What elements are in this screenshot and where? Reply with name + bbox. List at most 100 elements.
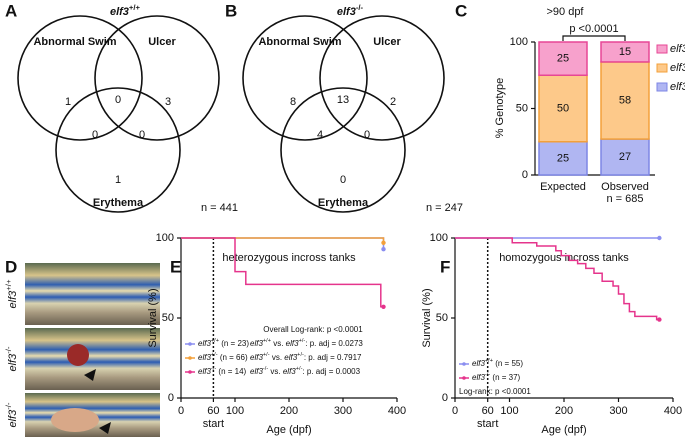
region-count: 13 <box>337 94 349 106</box>
set-label: Erythema <box>93 197 144 209</box>
y-axis-label: Survival (%) <box>421 288 433 347</box>
text-run: vs. <box>270 353 285 362</box>
rich-text: elf3+/+ vs. elf3+/-: p. adj = 0.0273 <box>250 338 363 348</box>
text-run: (n = 55) <box>493 359 523 368</box>
x-tick-label: 100 <box>500 405 518 417</box>
text-run: elf3 <box>198 353 211 362</box>
value-label: 50 <box>557 102 569 114</box>
x-tick-label: 300 <box>609 405 627 417</box>
text-run: vs. <box>268 367 283 376</box>
text-run: elf3 <box>670 81 685 93</box>
text-run: elf3 <box>283 367 296 376</box>
text-run: elf3 <box>250 367 263 376</box>
panel-label: A <box>5 1 17 20</box>
text-run: (n = 14) <box>216 367 246 376</box>
x-tick-label: Observed <box>601 181 649 193</box>
panel-label: E <box>170 257 181 276</box>
rich-text: elf3-/- <box>4 346 19 371</box>
chart-title: homozygous incross tanks <box>499 252 629 264</box>
survival-curve <box>181 237 384 308</box>
set-label: Ulcer <box>148 36 176 48</box>
set-label: Ulcer <box>373 36 401 48</box>
text-run: +/- <box>211 352 218 358</box>
x-tick-label: 300 <box>334 405 352 417</box>
text-run: +/+ <box>485 358 493 364</box>
text-run: : p. adj = 0.0003 <box>302 367 360 376</box>
panel-label: D <box>5 257 17 276</box>
text-run: elf3 <box>250 339 263 348</box>
rich-text: elf3+/+ <box>670 78 685 93</box>
set-label: Erythema <box>318 197 369 209</box>
rich-text: elf3+/- vs. elf3+/-: p. adj = 0.7917 <box>250 352 362 362</box>
text-run: elf3 <box>472 359 485 368</box>
text-run: -/- <box>263 366 268 372</box>
text-run: -/- <box>211 366 216 372</box>
venn-circle <box>242 15 368 141</box>
rich-text: elf3+/+ (n = 23) <box>198 338 249 348</box>
text-run: elf3 <box>7 353 19 372</box>
x-tick-label: 200 <box>280 405 298 417</box>
text-run: +/+ <box>129 3 141 12</box>
bar-segment <box>600 138 650 176</box>
rich-text: elf3-/- (n = 14) <box>198 366 247 376</box>
chart-title: heterozygous incross tanks <box>222 252 356 264</box>
text-run: +/+ <box>4 279 13 291</box>
venn-circle <box>94 15 220 141</box>
x-tick-label: 0 <box>452 405 458 417</box>
legend-swatch <box>656 44 668 54</box>
value-label: 25 <box>557 152 569 164</box>
text-run: -/- <box>485 372 490 378</box>
text-run: (n = 66) <box>218 353 248 362</box>
text-run: elf3 <box>198 339 211 348</box>
bar-segment <box>600 41 650 63</box>
log-rank: Overall Log-rank: p <0.0001 <box>263 325 363 334</box>
region-count: 3 <box>165 96 171 108</box>
end-point <box>657 317 662 322</box>
venn-note: n = 247 <box>426 202 463 214</box>
text-run: +/- <box>296 366 303 372</box>
region-count: 0 <box>92 129 98 141</box>
legend-swatch <box>656 63 668 73</box>
bracket <box>562 35 626 41</box>
text-run: +/+ <box>263 338 271 344</box>
text-run: elf3 <box>337 6 356 18</box>
rich-text: elf3+/+ (n = 55) <box>472 358 523 368</box>
y-tick-label: 50 <box>516 102 528 114</box>
text-run: elf3 <box>284 353 297 362</box>
set-label: Abnormal Swim <box>33 36 116 48</box>
photo <box>25 328 160 390</box>
panel-label: C <box>455 1 467 20</box>
panel-label: B <box>225 1 237 20</box>
text-run: elf3 <box>472 373 485 382</box>
region-count: 0 <box>115 94 121 106</box>
region-count: 2 <box>390 96 396 108</box>
category-note: n = 685 <box>606 193 643 205</box>
survival-curve <box>455 237 660 321</box>
rich-text: elf3-/- <box>337 3 364 18</box>
x-tick-label: 60 <box>207 405 219 417</box>
text-run: +/- <box>299 338 306 344</box>
text-run: elf3 <box>110 6 129 18</box>
text-run: elf3 <box>7 409 19 428</box>
y-axis-label: Survival (%) <box>147 288 159 347</box>
rich-text: elf3+/- <box>670 59 685 74</box>
region-count: 0 <box>364 129 370 141</box>
text-run: elf3 <box>286 339 299 348</box>
value-label: 27 <box>619 151 631 163</box>
end-point <box>657 235 662 241</box>
text-run: elf3 <box>670 43 685 55</box>
x-axis-label: Age (dpf) <box>266 424 311 436</box>
y-tick-label: 100 <box>510 36 528 48</box>
annotation: p <0.0001 <box>569 23 618 35</box>
legend-dot <box>462 362 466 366</box>
legend-dot <box>188 342 192 346</box>
text-run: elf3 <box>250 353 263 362</box>
rich-text: elf3+/- (n = 66) <box>198 352 248 362</box>
text-run: -/- <box>4 346 13 354</box>
text-run: vs. <box>271 339 286 348</box>
chart-title: >90 dpf <box>546 6 584 18</box>
x-tick-label: 400 <box>664 405 682 417</box>
start-label: start <box>203 418 224 430</box>
rich-text: elf3-/- <box>4 402 19 427</box>
